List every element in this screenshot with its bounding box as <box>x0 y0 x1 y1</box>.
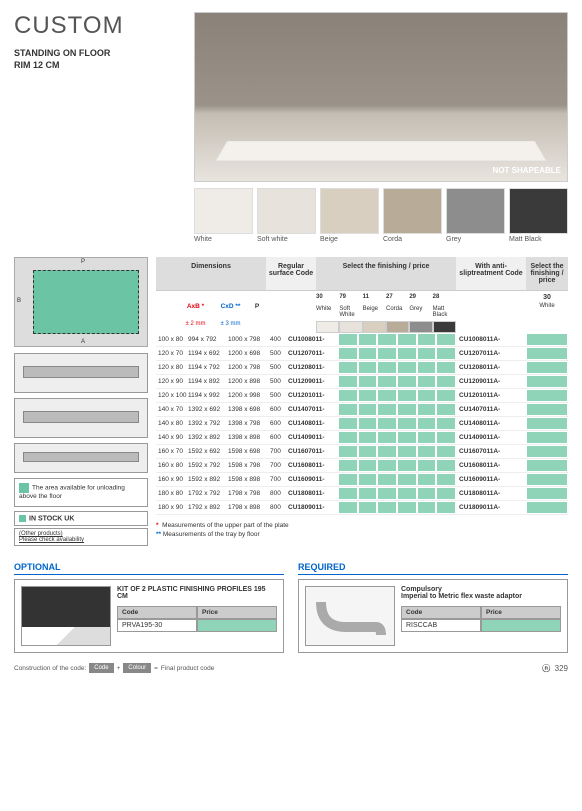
footnotes: * Measurements of the upper part of the … <box>156 521 568 539</box>
page-footer: Construction of the code: Code + Colour … <box>14 663 568 674</box>
swatch-matt-black: Matt Black <box>509 188 568 243</box>
required-panel: REQUIRED CompulsoryImperial to Metric fl… <box>298 562 568 653</box>
section-diagram-1 <box>14 353 148 393</box>
top-diagram: PAB <box>14 257 148 347</box>
swatch-grey: Grey <box>446 188 505 243</box>
product-row: 120 x 901194 x 8921200 x 898500CU1209011… <box>156 375 568 389</box>
swatch-corda: Corda <box>383 188 442 243</box>
hero-image: NOT SHAPEABLE <box>194 12 568 182</box>
finish-label-row: AxB * CxD ** P WhiteSoft WhiteBeigeCorda… <box>156 303 568 321</box>
product-row: 120 x 801194 x 7921200 x 798500CU1208011… <box>156 361 568 375</box>
product-row: 120 x 1001194 x 9921200 x 998500CU120101… <box>156 389 568 403</box>
product-row: 140 x 801392 x 7921398 x 798600CU1408011… <box>156 417 568 431</box>
subtitle-2: RIM 12 CM <box>14 60 184 72</box>
product-row: 160 x 701592 x 6921598 x 698700CU1607011… <box>156 445 568 459</box>
finish-code-row: 307911272928 30 <box>156 291 568 303</box>
product-row: 140 x 701392 x 6921398 x 698600CU1407011… <box>156 403 568 417</box>
product-row: 180 x 901792 x 8921798 x 898800CU1809011… <box>156 501 568 515</box>
product-row: 160 x 901592 x 8921598 x 898700CU1609011… <box>156 473 568 487</box>
swatch-white: White <box>194 188 253 243</box>
product-row: 140 x 901392 x 8921398 x 898600CU1409011… <box>156 431 568 445</box>
hero-badge: NOT SHAPEABLE <box>493 166 561 175</box>
unload-legend: The area available for unloading above t… <box>14 478 148 507</box>
stock-badge: IN STOCK UK <box>14 511 148 526</box>
product-row: 160 x 801592 x 7921598 x 798700CU1608011… <box>156 459 568 473</box>
product-rows: 100 x 80994 x 7921000 x 798400CU1008011-… <box>156 333 568 515</box>
swatch-beige: Beige <box>320 188 379 243</box>
section-diagram-2 <box>14 398 148 438</box>
color-swatches: WhiteSoft whiteBeigeCordaGreyMatt Black <box>194 188 568 243</box>
optional-panel: OPTIONAL KIT OF 2 PLASTIC FINISHING PROF… <box>14 562 284 653</box>
table-header: Dimensions Regular surface Code Select t… <box>156 257 568 291</box>
product-row: 180 x 801792 x 7921798 x 798800CU1808011… <box>156 487 568 501</box>
section-diagram-3 <box>14 443 148 473</box>
required-image <box>305 586 395 646</box>
subtitle-1: STANDING ON FLOOR <box>14 48 184 60</box>
other-products: (Other products)Please check availabilit… <box>14 528 148 546</box>
swatch-soft-white: Soft white <box>257 188 316 243</box>
product-row: 100 x 80994 x 7921000 x 798400CU1008011-… <box>156 333 568 347</box>
product-row: 120 x 701194 x 6921200 x 698500CU1207011… <box>156 347 568 361</box>
page-title: CUSTOM <box>14 12 184 40</box>
optional-image <box>21 586 111 646</box>
finish-tol-row: ± 2 mm ± 3 mm <box>156 321 568 333</box>
